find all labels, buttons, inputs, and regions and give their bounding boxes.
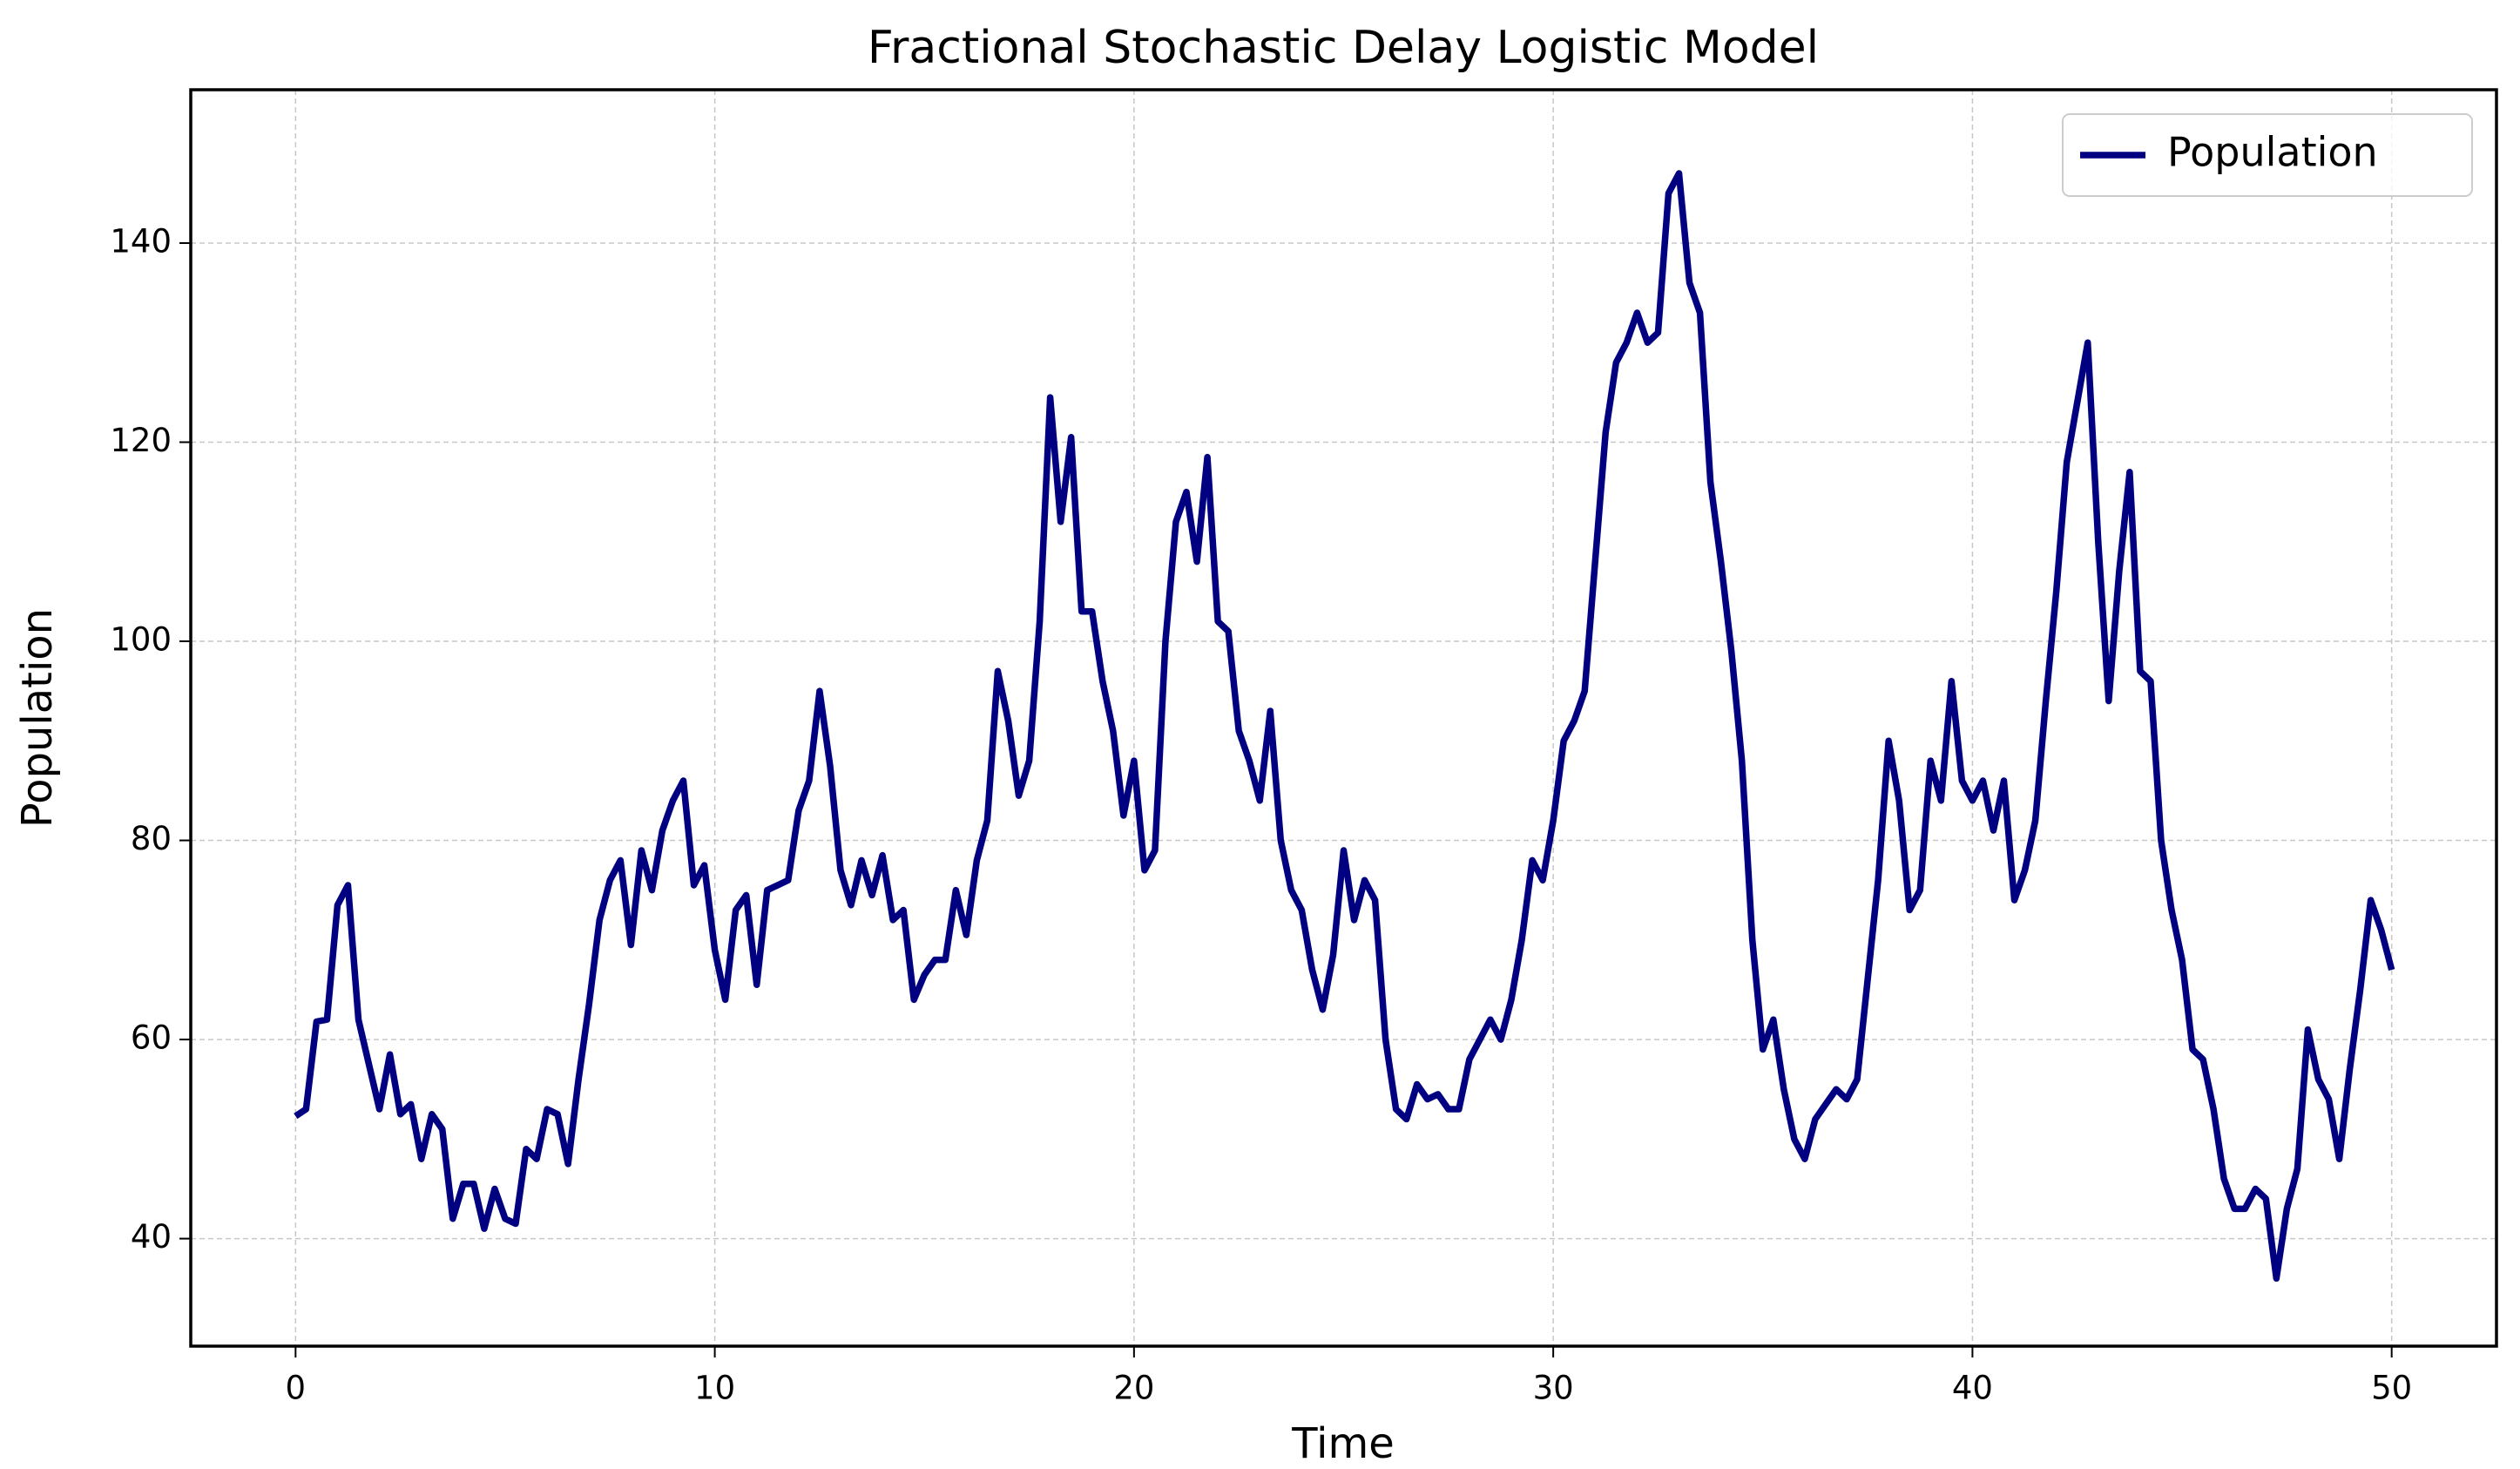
x-tick-label: 50 <box>2371 1370 2412 1407</box>
y-tick-label: 120 <box>110 422 172 459</box>
chart-title: Fractional Stochastic Delay Logistic Mod… <box>868 22 1819 74</box>
y-tick-label: 80 <box>131 820 172 857</box>
y-tick-label: 40 <box>131 1218 172 1256</box>
y-tick-label: 60 <box>131 1019 172 1057</box>
y-tick-label: 140 <box>110 222 172 260</box>
data-line <box>294 170 2395 1283</box>
x-tick-label: 30 <box>1533 1370 1574 1407</box>
x-tick-label: 0 <box>286 1370 307 1407</box>
legend-box <box>2062 113 2473 197</box>
x-axis-label: Time <box>1291 1419 1394 1468</box>
x-tick-label: 20 <box>1113 1370 1154 1407</box>
plot-frame <box>189 88 2498 1348</box>
legend-label: Population <box>2167 129 2378 176</box>
x-tick-label: 10 <box>694 1370 735 1407</box>
x-tick-label: 40 <box>1952 1370 1993 1407</box>
y-tick-label: 100 <box>110 621 172 659</box>
y-axis-label: Population <box>13 608 62 828</box>
